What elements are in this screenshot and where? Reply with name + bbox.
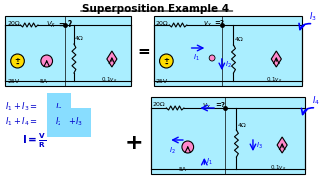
Text: $v_x$: $v_x$ (202, 102, 211, 111)
Text: =: = (138, 44, 150, 59)
Text: $V_X$: $V_X$ (46, 20, 57, 30)
Text: $I_1$: $I_1$ (206, 157, 213, 167)
Circle shape (41, 55, 52, 67)
Text: $I_4$: $I_4$ (312, 94, 320, 107)
Text: 20Ω: 20Ω (153, 102, 165, 107)
Polygon shape (277, 137, 287, 153)
Text: 4Ω: 4Ω (75, 36, 84, 41)
Circle shape (182, 141, 194, 153)
Text: $I_1 + I_3 = $: $I_1 + I_3 = $ (5, 100, 38, 112)
Polygon shape (107, 51, 117, 67)
Text: $I_1 + I_4 = $: $I_1 + I_4 = $ (5, 115, 38, 127)
Text: -: - (16, 60, 19, 69)
Text: +: + (15, 57, 20, 62)
Text: =?: =? (215, 102, 225, 108)
Polygon shape (271, 51, 281, 67)
Text: +: + (125, 133, 144, 153)
Text: Superposition Example 4: Superposition Example 4 (82, 4, 229, 14)
Text: $v_x$: $v_x$ (203, 20, 212, 29)
Circle shape (11, 54, 24, 68)
Text: 5A: 5A (40, 79, 48, 84)
Text: 20Ω: 20Ω (156, 21, 168, 26)
Text: $I_1$: $I_1$ (193, 53, 200, 63)
Text: +: + (164, 57, 169, 62)
Text: = ?: = ? (59, 20, 73, 29)
Bar (5, 16, 131, 86)
Circle shape (160, 54, 173, 68)
Text: 25V: 25V (156, 79, 168, 84)
Text: $\mathbf{I = \frac{V}{R}}$: $\mathbf{I = \frac{V}{R}}$ (22, 132, 47, 150)
Text: $I_2$: $I_2$ (225, 60, 231, 70)
Text: $I_3$: $I_3$ (256, 141, 263, 151)
Bar (154, 16, 302, 86)
Text: 4Ω: 4Ω (237, 123, 246, 128)
Text: -: - (164, 60, 168, 69)
Text: 25V: 25V (8, 79, 20, 84)
Bar (151, 97, 305, 174)
Text: 4Ω: 4Ω (235, 37, 243, 42)
Text: 20Ω: 20Ω (8, 21, 20, 26)
Text: $I_2$: $I_2$ (55, 116, 63, 129)
Text: $I_2$: $I_2$ (55, 101, 63, 114)
Text: $0.1v_x$: $0.1v_x$ (270, 163, 287, 172)
Text: $+ I_3$: $+ I_3$ (68, 116, 83, 129)
Text: $I_2$: $I_2$ (169, 146, 176, 156)
Text: =?: =? (214, 20, 224, 26)
Text: 5A: 5A (179, 167, 187, 172)
Circle shape (209, 55, 215, 61)
Text: $I_3$: $I_3$ (309, 10, 317, 23)
Text: $0.1v_x$: $0.1v_x$ (266, 75, 282, 84)
Text: $0.1v_x$: $0.1v_x$ (101, 75, 117, 84)
